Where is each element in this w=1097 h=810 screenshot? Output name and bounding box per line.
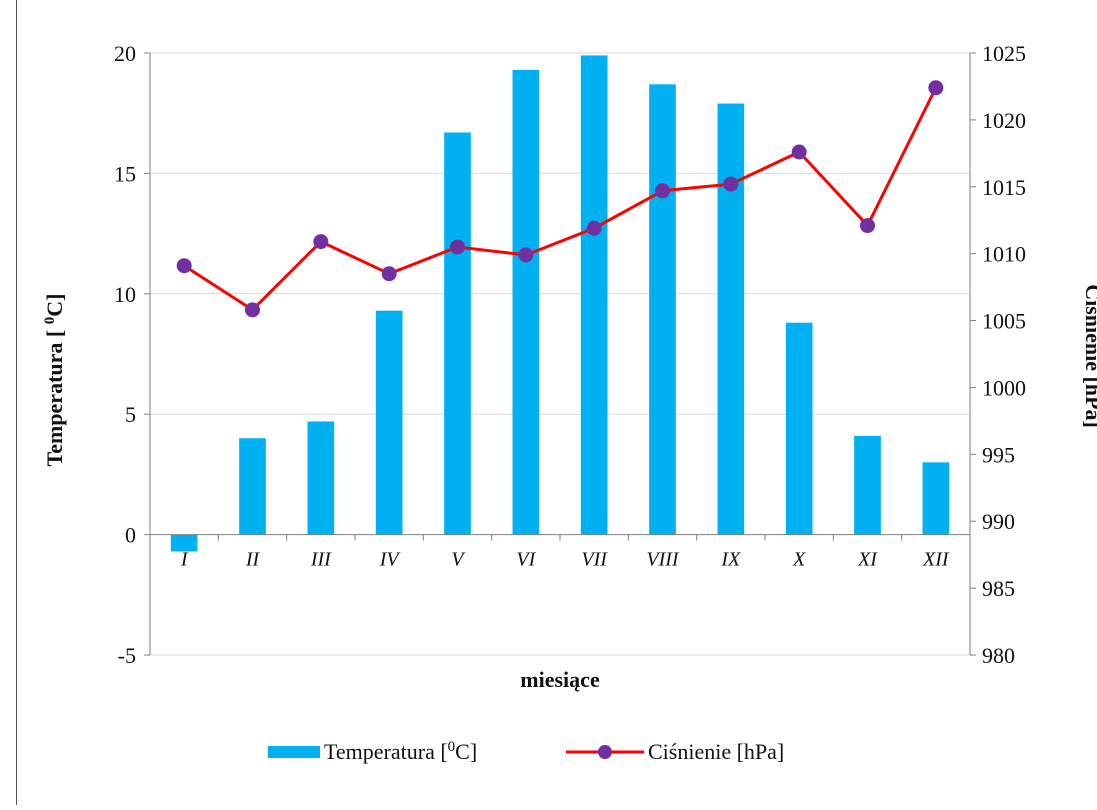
temperature-bar [444, 132, 471, 535]
x-tick-label: VI [516, 549, 536, 571]
pressure-point [450, 239, 465, 255]
left-y-tick-label: 15 [114, 161, 136, 186]
pressure-point [860, 218, 875, 234]
pressure-point [586, 220, 602, 236]
pressure-line [176, 80, 944, 318]
left-y-tick-label: 10 [114, 282, 136, 307]
legend-swatch-temperature [268, 746, 320, 758]
temperature-bars [170, 55, 950, 552]
x-axis-title: miesiące [520, 667, 600, 692]
pressure-point [655, 183, 670, 199]
right-y-axis-title: Ciśnienie [hPa] [1081, 284, 1097, 428]
right-y-tick-label: 1000 [982, 375, 1026, 400]
temperature-bar [785, 322, 813, 535]
pressure-point [518, 247, 534, 263]
temperature-bar [170, 534, 198, 552]
pressure-point [245, 302, 260, 318]
pressure-point [381, 266, 397, 282]
right-y-tick-label: 1015 [982, 175, 1026, 200]
temperature-bar [375, 310, 403, 535]
legend-label-pressure: Ciśnienie [hPa] [648, 739, 784, 764]
temperature-bar [854, 435, 881, 535]
left-y-axis-title: Temperatura [ 0C] [42, 294, 67, 467]
right-y-tick-label: 980 [982, 643, 1015, 668]
temperature-bar [649, 84, 676, 535]
pressure-point [791, 144, 807, 160]
x-tick-label: IX [720, 549, 741, 571]
temperature-bar [922, 462, 950, 535]
right-y-tick-label: 1010 [982, 242, 1026, 267]
page-frame-line [16, 0, 17, 805]
right-y-tick-label: 1020 [982, 108, 1026, 133]
left-y-tick-labels: 20 15 10 5 0 -5 [114, 41, 136, 668]
temperature-bar [307, 421, 335, 535]
left-y-tick-label: 0 [125, 523, 136, 548]
right-y-tick-label: 990 [982, 509, 1015, 534]
x-tick-label: VII [581, 549, 608, 571]
temperature-bar [717, 103, 745, 535]
temperature-bar [580, 55, 608, 535]
legend-label-temperature: Temperatura [0C] [324, 739, 477, 764]
x-tick-labels: I II III IV V VI VII VIII IX X XI XII [180, 549, 950, 571]
pressure-point [723, 176, 739, 192]
pressure-point [313, 234, 329, 250]
axes [144, 52, 976, 656]
right-y-tick-label: 1025 [982, 41, 1026, 66]
x-tick-label: I [180, 549, 189, 571]
x-tick-label: XII [922, 549, 950, 571]
left-y-tick-label: -5 [118, 643, 136, 668]
gridlines [150, 52, 970, 656]
right-y-tick-label: 1005 [982, 309, 1026, 334]
x-tick-label: X [792, 549, 806, 571]
temperature-bar [239, 438, 266, 535]
x-tick-label: II [245, 549, 261, 571]
pressure-series-line [183, 87, 938, 312]
x-tick-label: XI [857, 549, 878, 571]
right-y-tick-label: 995 [982, 442, 1015, 467]
x-tick-label: VIII [646, 549, 680, 571]
right-y-tick-label: 985 [982, 576, 1015, 601]
legend: Temperatura [0C] Ciśnienie [hPa] [268, 739, 784, 764]
right-y-tick-labels: 1025 1020 1015 1010 1005 1000 995 990 985 980 [982, 41, 1026, 668]
x-tick-label: III [310, 549, 332, 571]
pressure-point [928, 80, 944, 96]
x-tick-label: IV [379, 549, 402, 571]
x-tick-label: V [451, 549, 466, 571]
left-y-tick-label: 5 [125, 402, 136, 427]
left-y-tick-label: 20 [114, 41, 136, 66]
pressure-point [176, 258, 192, 274]
temperature-bar [512, 69, 540, 535]
legend-swatch-pressure-marker [598, 745, 612, 759]
